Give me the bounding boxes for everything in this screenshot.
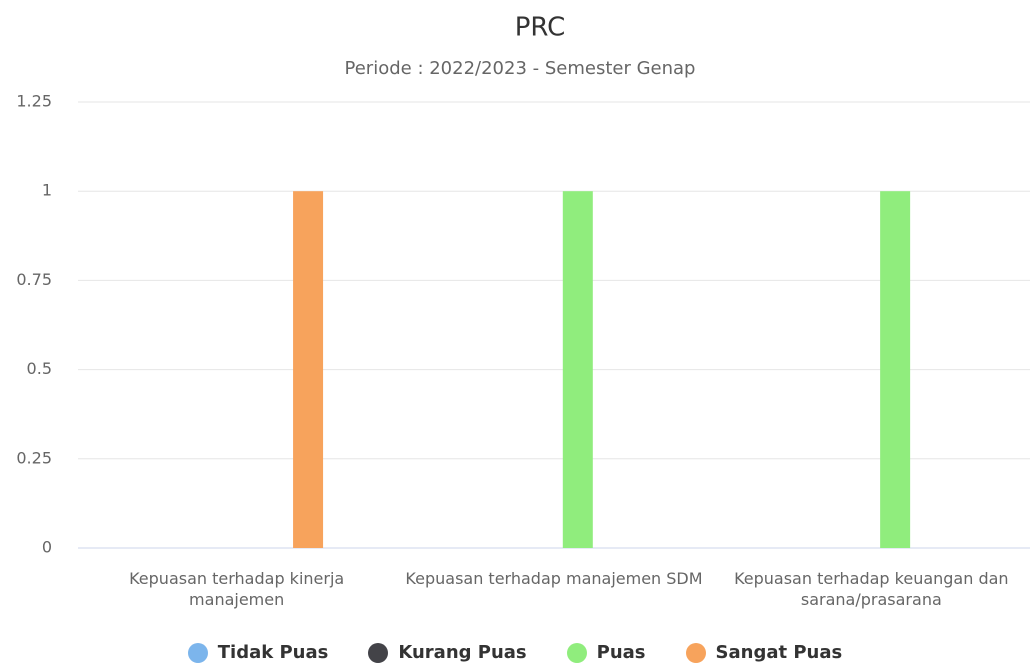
legend-label: Tidak Puas: [217, 642, 329, 663]
legend-marker: [685, 642, 706, 663]
y-tick-label: 1: [42, 181, 52, 200]
legend-item[interactable]: Puas: [566, 642, 646, 663]
bar: [293, 191, 324, 548]
y-tick-label: 0.75: [16, 270, 52, 289]
legend-marker: [368, 642, 389, 663]
legend-item[interactable]: Sangat Puas: [685, 642, 843, 663]
y-tick-label: 0.5: [27, 359, 52, 378]
y-tick-label: 1.25: [16, 92, 52, 111]
legend-label: Sangat Puas: [715, 642, 843, 663]
legend: Tidak Puas Kurang Puas Puas Sangat Puas: [0, 642, 1030, 663]
legend-label: Puas: [596, 642, 646, 663]
chart-subtitle: Periode : 2022/2023 - Semester Genap: [345, 58, 696, 79]
chart-title: PRC: [515, 13, 566, 43]
x-tick-label: Kepuasan terhadap kinerja manajemen: [129, 569, 345, 609]
x-tick-label: Kepuasan terhadap manajemen SDM: [405, 569, 703, 588]
legend-item[interactable]: Tidak Puas: [187, 642, 329, 663]
y-tick-label: 0.25: [16, 448, 52, 467]
legend-item[interactable]: Kurang Puas: [368, 642, 527, 663]
legend-marker: [187, 642, 208, 663]
legend-marker: [566, 642, 587, 663]
bar: [562, 191, 593, 548]
x-tick-label: Kepuasan terhadap keuangan dan sarana/pr…: [734, 569, 1009, 609]
y-tick-label: 0: [42, 538, 52, 557]
bar: [880, 191, 911, 548]
legend-label: Kurang Puas: [398, 642, 527, 663]
